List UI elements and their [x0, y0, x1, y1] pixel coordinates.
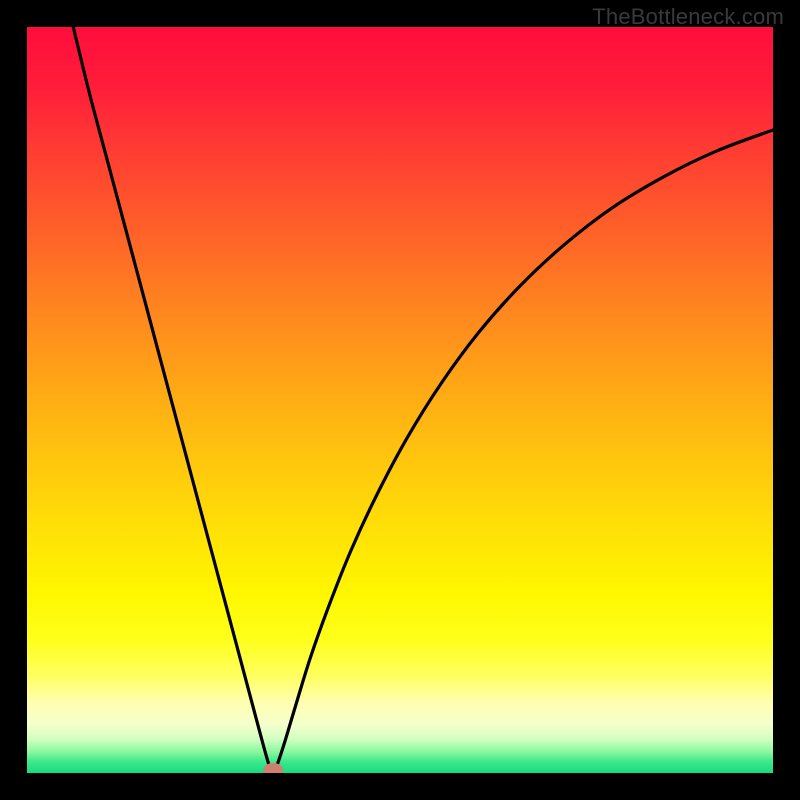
bottleneck-curve-chart	[27, 27, 773, 773]
chart-frame: TheBottleneck.com	[0, 0, 800, 800]
plot-area	[27, 27, 773, 773]
gradient-background	[27, 27, 773, 773]
